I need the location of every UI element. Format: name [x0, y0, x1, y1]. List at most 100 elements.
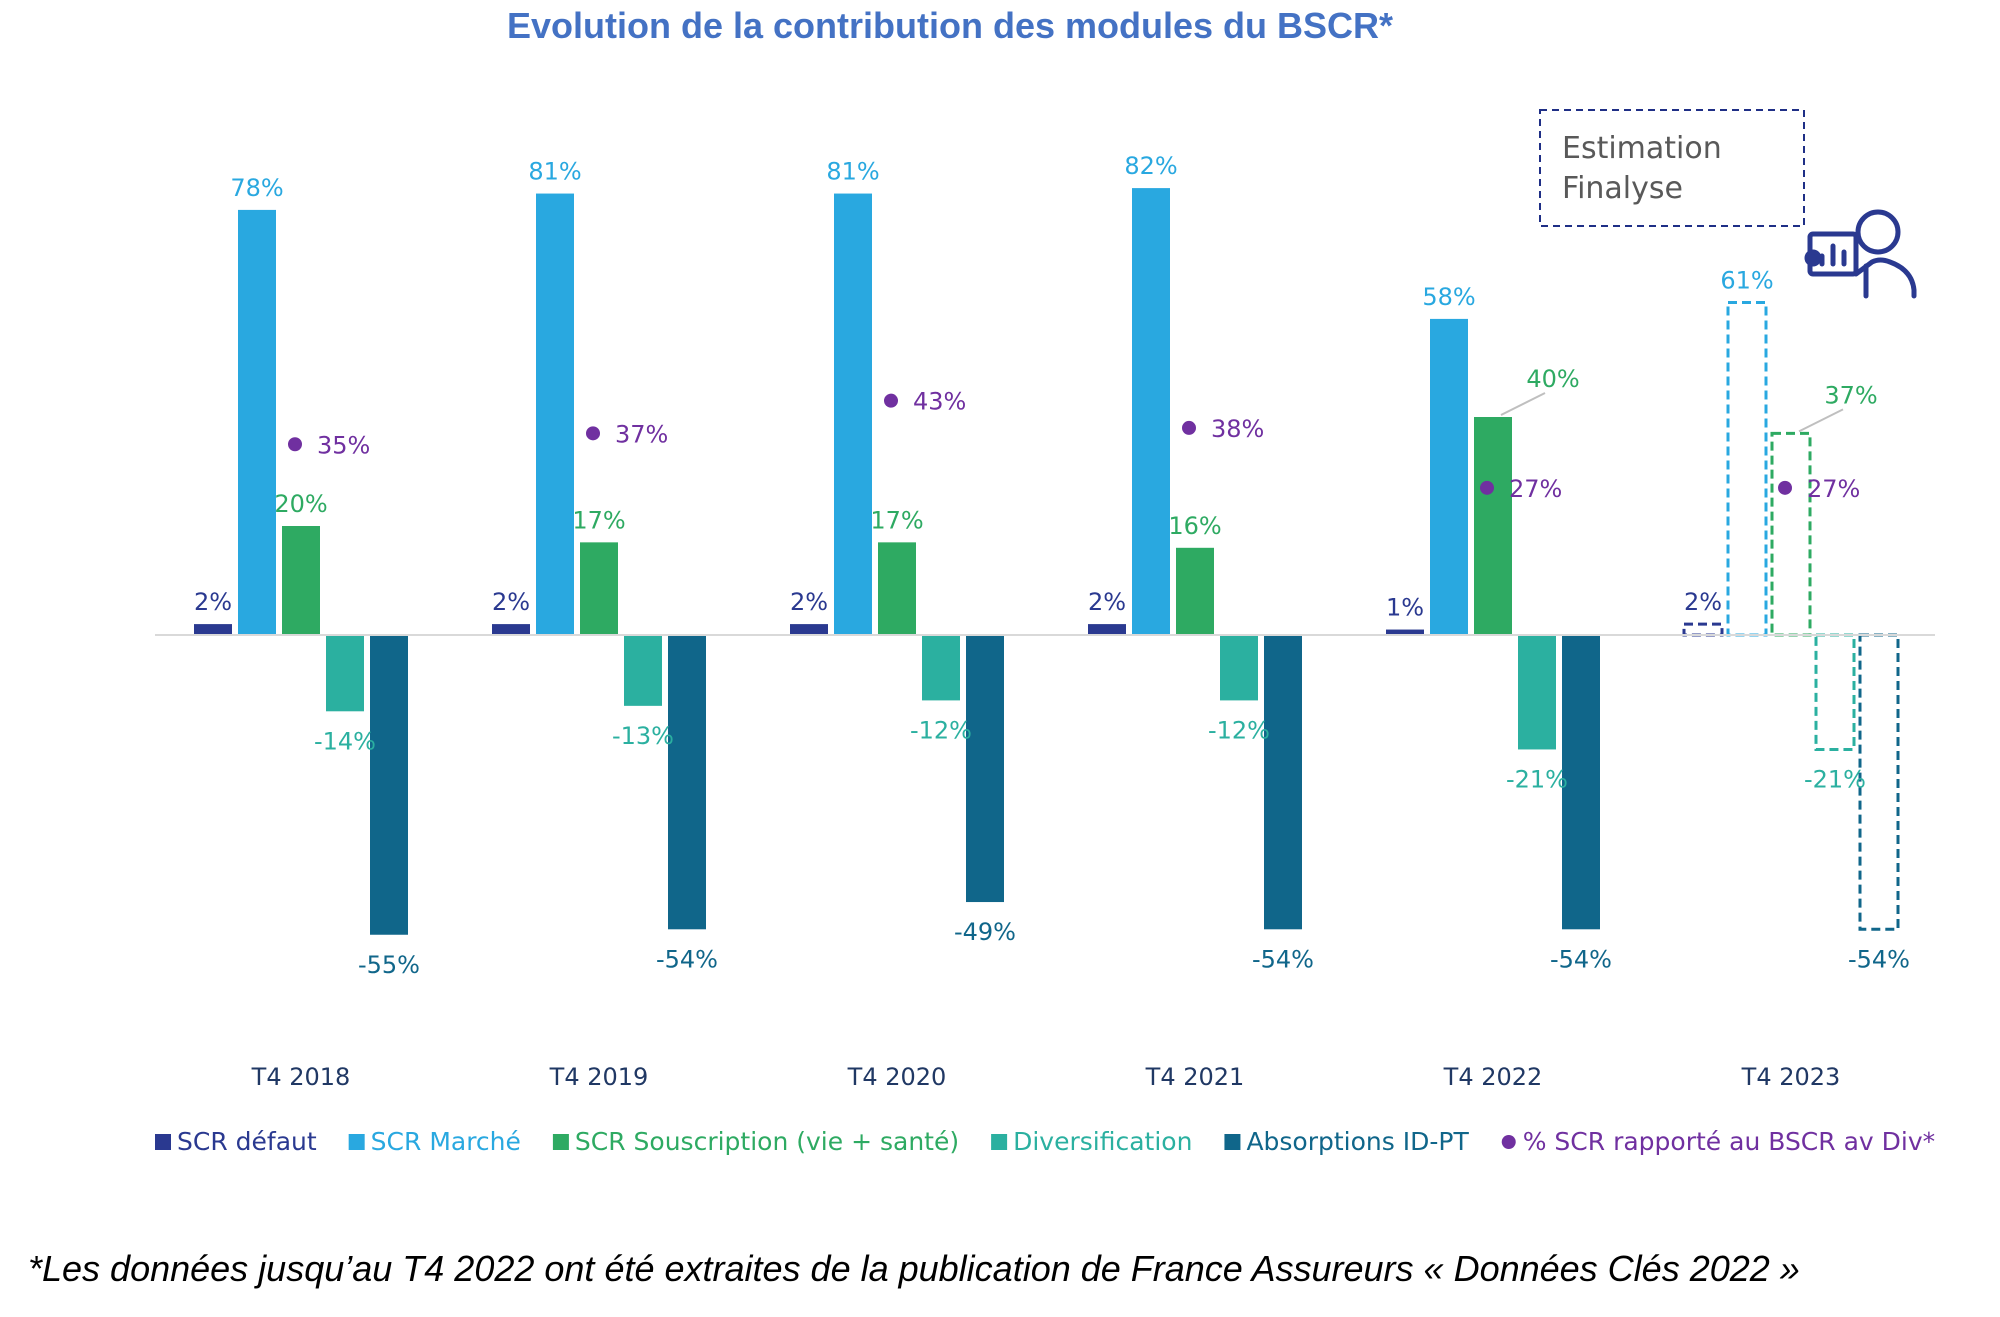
bar-label-2-1: 78% [230, 174, 283, 202]
category-label-4: T4 2021 [1145, 1063, 1245, 1091]
legend-label-6: % SCR rapporté au BSCR av Div* [1523, 1127, 1935, 1156]
scatter-point-6 [1778, 480, 1792, 495]
bar-label-5-2: -54% [656, 945, 718, 973]
bar-label-4-6: -21% [1804, 765, 1866, 793]
category-label-2: T4 2019 [549, 1063, 649, 1091]
estimation-box-line1: Estimation [1562, 131, 1722, 166]
bar-label-3-2: 17% [572, 506, 625, 534]
bar-label-4-5: -21% [1506, 765, 1568, 793]
bar-3-3 [878, 542, 916, 635]
bar-label-4-4: -12% [1208, 716, 1270, 744]
scatter-label-3: 43% [913, 388, 966, 416]
estimation-box: Estimation Finalyse [1539, 109, 1805, 227]
bar-4-5 [1518, 635, 1556, 750]
legend-marker-2 [348, 1134, 365, 1150]
bar-5-2 [668, 635, 706, 930]
bar-label-1-6: 2% [1684, 588, 1722, 616]
bar-label-5-4: -54% [1252, 945, 1314, 973]
presenter-chart-icon [1804, 209, 1917, 299]
legend-label-1: SCR défaut [177, 1127, 317, 1156]
bar-label-5-6: -54% [1848, 945, 1910, 973]
bar-label-2-3: 81% [826, 158, 879, 186]
bar-2-6 [1726, 301, 1768, 637]
legend-marker-1 [155, 1134, 171, 1150]
estimation-box-frame [1539, 109, 1805, 227]
bar-1-5 [1386, 629, 1424, 635]
bar-label-2-6: 61% [1720, 267, 1773, 295]
bar-3-6 [1770, 431, 1812, 637]
bar-label-2-4: 82% [1124, 152, 1177, 180]
chart-title: Evolution de la contribution des modules… [507, 5, 1393, 46]
bar-2-4 [1132, 188, 1170, 635]
category-label-5: T4 2022 [1443, 1063, 1543, 1091]
bar-label-4-2: -13% [612, 722, 674, 750]
category-label-6: T4 2023 [1741, 1063, 1841, 1091]
category-label-3: T4 2020 [847, 1063, 947, 1091]
legend-label-3: SCR Souscription (vie + santé) [575, 1127, 959, 1156]
legend-marker-4 [991, 1134, 1008, 1150]
bar-1-3 [790, 624, 828, 635]
scatter-point-2 [586, 426, 600, 441]
bar-label-1-4: 2% [1088, 588, 1126, 616]
scatter-point-1 [288, 437, 302, 452]
bar-label-5-1: -55% [358, 951, 420, 979]
leader-line-6 [1798, 408, 1844, 433]
bar-label-3-1: 20% [274, 490, 327, 518]
estimation-box-line2: Finalyse [1562, 171, 1683, 206]
legend-marker-6 [1501, 1135, 1516, 1149]
bar-3-2 [580, 542, 618, 635]
legend-label-4: Diversification [1013, 1127, 1192, 1156]
bar-1-6 [1682, 622, 1724, 637]
legend-marker-3 [552, 1134, 569, 1150]
scatter-point-4 [1182, 420, 1196, 435]
bar-label-3-6: 37% [1824, 381, 1877, 409]
bar-3-5 [1474, 417, 1512, 635]
bar-2-2 [536, 193, 574, 636]
bar-2-5 [1430, 318, 1468, 635]
bar-4-6 [1814, 633, 1856, 751]
labels-layer: 2% 78% 20% -14% -55% T4 2018 35% 2% 81% 17% -13% -5… [194, 152, 1910, 1091]
leader-line-5 [1500, 392, 1546, 416]
bar-label-1-2: 2% [492, 588, 530, 616]
bar-label-2-5: 58% [1422, 283, 1475, 311]
bar-5-3 [966, 635, 1004, 903]
bar-label-4-1: -14% [314, 727, 376, 755]
bar-label-1-1: 2% [194, 588, 232, 616]
bar-label-3-3: 17% [870, 506, 923, 534]
bar-label-2-2: 81% [528, 158, 581, 186]
bar-label-5-3: -49% [954, 918, 1016, 946]
bar-4-3 [922, 635, 960, 701]
bar-label-5-5: -54% [1550, 945, 1612, 973]
scatter-label-5: 27% [1509, 475, 1562, 503]
bar-1-1 [194, 624, 232, 635]
scatter-label-4: 38% [1211, 415, 1264, 443]
legend-label-5: Absorptions ID-PT [1246, 1127, 1469, 1156]
bar-4-4 [1220, 635, 1258, 701]
bar-4-2 [624, 635, 662, 706]
scatter-label-1: 35% [317, 431, 370, 459]
bar-label-1-3: 2% [790, 588, 828, 616]
legend: SCR défaut SCR Marché SCR Souscription (vi… [155, 1127, 1935, 1156]
bar-label-3-4: 16% [1168, 512, 1221, 540]
scatter-label-6: 27% [1807, 475, 1860, 503]
legend-label-2: SCR Marché [371, 1127, 521, 1156]
bar-5-1 [370, 635, 408, 935]
bar-2-1 [238, 209, 276, 635]
footnote: *Les données jusqu’au T4 2022 ont été ex… [28, 1248, 1800, 1289]
scatter-point-3 [884, 393, 898, 408]
scatter-point-5 [1480, 480, 1494, 495]
bars-layer [194, 188, 1900, 935]
bar-5-4 [1264, 635, 1302, 930]
bar-label-3-5: 40% [1526, 365, 1579, 393]
bar-3-4 [1176, 547, 1214, 635]
bar-5-5 [1562, 635, 1600, 930]
scatter-label-2: 37% [615, 420, 668, 448]
legend-marker-5 [1224, 1134, 1241, 1150]
category-label-1: T4 2018 [251, 1063, 351, 1091]
bar-label-4-3: -12% [910, 716, 972, 744]
bar-1-4 [1088, 624, 1126, 635]
bar-label-1-5: 1% [1386, 594, 1424, 622]
bar-2-3 [834, 193, 872, 636]
bar-1-2 [492, 624, 530, 635]
